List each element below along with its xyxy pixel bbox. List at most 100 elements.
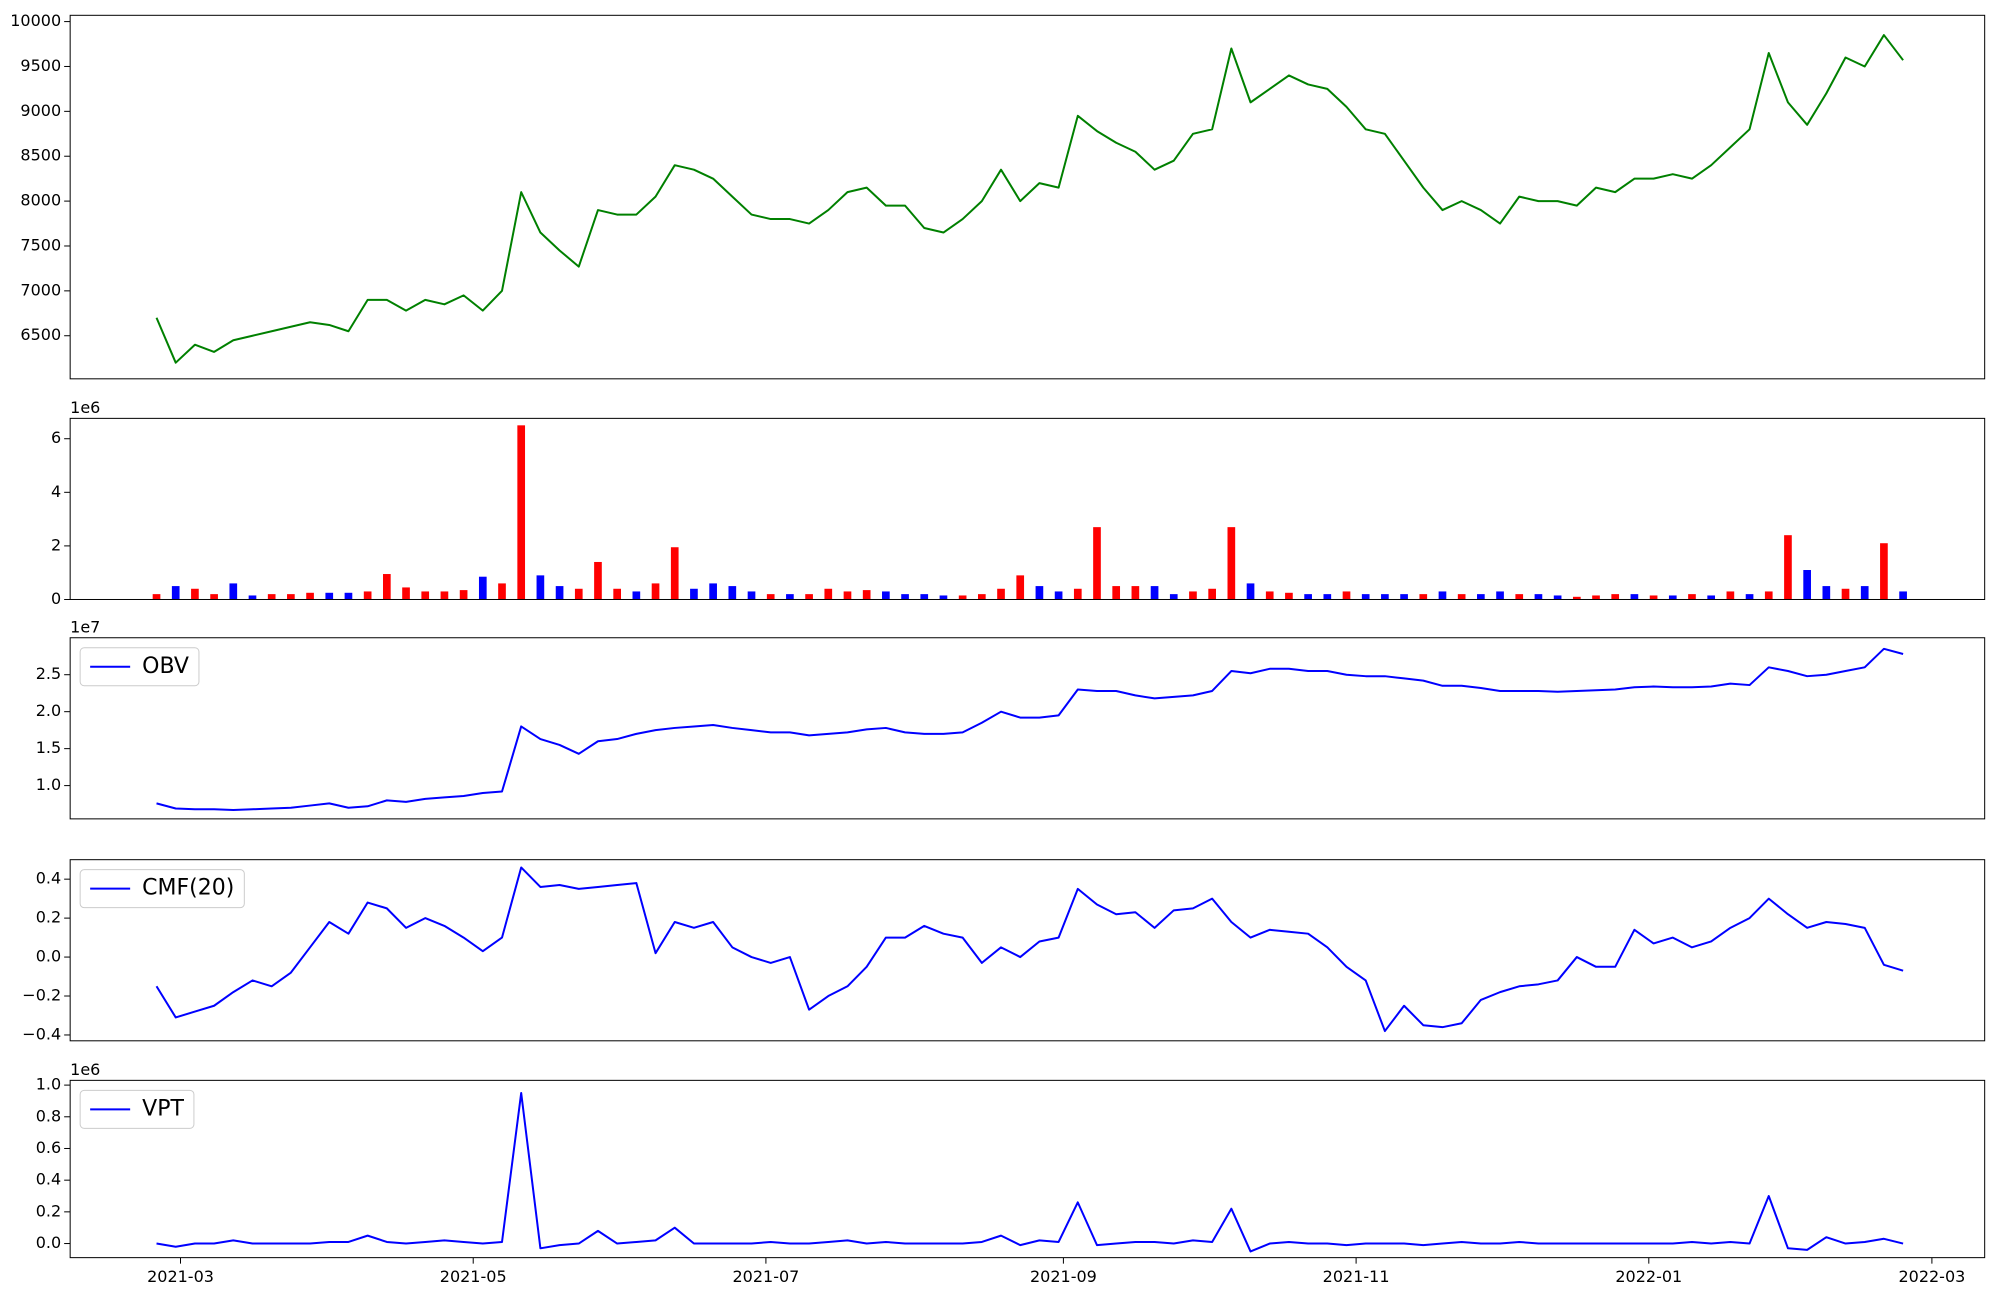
y-tick-label: 1.0 — [36, 1075, 61, 1094]
y-tick-label: 9500 — [20, 56, 61, 75]
volume-bar — [1860, 586, 1869, 600]
volume-bar — [1419, 594, 1428, 600]
volume-bar — [862, 590, 871, 600]
axis-offset-label: 1e6 — [70, 1060, 100, 1079]
volume-bar — [152, 594, 161, 600]
volume-bar — [1477, 594, 1485, 600]
volume-bar — [882, 591, 890, 600]
volume-bar — [728, 586, 737, 600]
subplot: 1.0 1.5 2.0 2.5 1e7 OBV — [36, 617, 1986, 820]
y-tick-label: 1.5 — [36, 738, 61, 757]
volume-bar — [651, 583, 660, 600]
volume-bar — [1246, 583, 1255, 600]
volume-bar — [1304, 594, 1312, 600]
volume-bar — [1400, 594, 1408, 600]
x-tick-label: 2021-07 — [732, 1267, 799, 1286]
axes-frame — [69, 637, 1986, 820]
y-tick-label: 0.0 — [36, 947, 61, 966]
volume-bar — [1361, 594, 1370, 600]
volume-bar — [1611, 594, 1620, 600]
volume-bar — [363, 591, 372, 600]
y-tick-label: 7000 — [20, 280, 61, 299]
legend: VPT — [79, 1089, 195, 1129]
subplot: −0.4 −0.2 0.0 0.2 0.4 CMF(20) — [22, 859, 1986, 1043]
volume-bar — [1035, 586, 1044, 600]
y-tick-label: 9000 — [20, 101, 61, 120]
volume-bar — [267, 594, 276, 600]
y-tick-label: 2.0 — [36, 701, 61, 720]
volume-bar — [210, 594, 218, 600]
legend: OBV — [79, 647, 200, 687]
volume-bar — [306, 592, 314, 600]
y-tick-label: 8500 — [20, 146, 61, 165]
volume-bar — [1496, 591, 1504, 600]
volume-bar — [383, 574, 391, 600]
x-tick-label: 2021-09 — [1030, 1267, 1097, 1286]
volume-bar — [1285, 592, 1293, 600]
y-tick-label: 2 — [51, 535, 61, 554]
volume-bar — [1899, 591, 1907, 600]
volume-bar — [1381, 594, 1389, 600]
volume-bar — [1822, 586, 1831, 600]
y-tick-label: 7500 — [20, 235, 61, 254]
y-tick-label: 0.8 — [36, 1106, 61, 1125]
volume-bar — [1342, 591, 1351, 600]
volume-bar — [1688, 594, 1696, 600]
volume-bar — [997, 588, 1005, 600]
series-line — [156, 1092, 1904, 1253]
volume-bar — [517, 425, 526, 600]
volume-bar — [1764, 591, 1773, 600]
volume-bar — [920, 594, 929, 600]
volume-bar — [402, 587, 410, 600]
volume-bar — [958, 595, 967, 600]
volume-bar — [421, 591, 430, 600]
volume-bar — [498, 583, 506, 600]
volume-bar — [939, 595, 948, 600]
volume-bar — [1112, 586, 1121, 600]
y-tick-label: −0.4 — [22, 1024, 61, 1043]
legend-label: CMF(20) — [142, 876, 234, 901]
x-tick-label: 2021-05 — [440, 1267, 507, 1286]
axes-frame — [69, 14, 1986, 380]
volume-bar — [901, 594, 909, 600]
y-tick-label: 0.2 — [36, 908, 61, 927]
volume-bar — [1841, 588, 1850, 600]
legend-box — [79, 647, 200, 687]
y-tick-label: 4 — [51, 482, 61, 501]
y-tick-label: 0.6 — [36, 1138, 61, 1157]
volume-bar — [613, 588, 621, 600]
volume-bar — [1515, 594, 1524, 600]
volume-bar — [1016, 575, 1025, 600]
y-tick-label: 0 — [51, 589, 61, 608]
x-tick-label: 2022-01 — [1615, 1267, 1682, 1286]
volume-bar — [344, 592, 353, 600]
volume-bar — [1150, 586, 1159, 600]
y-tick-label: 0.4 — [36, 869, 61, 888]
axes-frame — [69, 859, 1986, 1042]
volume-bar — [632, 591, 641, 600]
volume-bar — [1438, 591, 1447, 600]
volume-bar — [248, 595, 257, 600]
volume-bar — [1707, 595, 1716, 600]
volume-bar — [1592, 595, 1600, 600]
volume-bar — [1131, 586, 1140, 600]
volume-bar — [478, 576, 487, 600]
volume-bar — [977, 594, 986, 600]
y-tick-label: 0.4 — [36, 1170, 61, 1189]
volume-bar — [843, 591, 852, 600]
volume-bar — [1093, 527, 1101, 600]
volume-bar — [1323, 594, 1332, 600]
volume-bar — [1189, 591, 1197, 600]
volume-bar — [459, 590, 468, 600]
volume-bar — [1630, 594, 1639, 600]
axis-offset-label: 1e6 — [70, 398, 100, 417]
x-tick-label: 2022-03 — [1898, 1267, 1965, 1286]
axis-offset-label: 1e7 — [70, 617, 100, 636]
volume-bar — [1073, 588, 1082, 600]
volume-bar — [1649, 595, 1658, 600]
y-tick-label: 8000 — [20, 191, 61, 210]
legend-box — [79, 1089, 195, 1129]
subplot: 0.0 0.2 0.4 0.6 0.8 1.0 1e6 2021-03 2021-05 2021-… — [36, 1060, 1986, 1286]
